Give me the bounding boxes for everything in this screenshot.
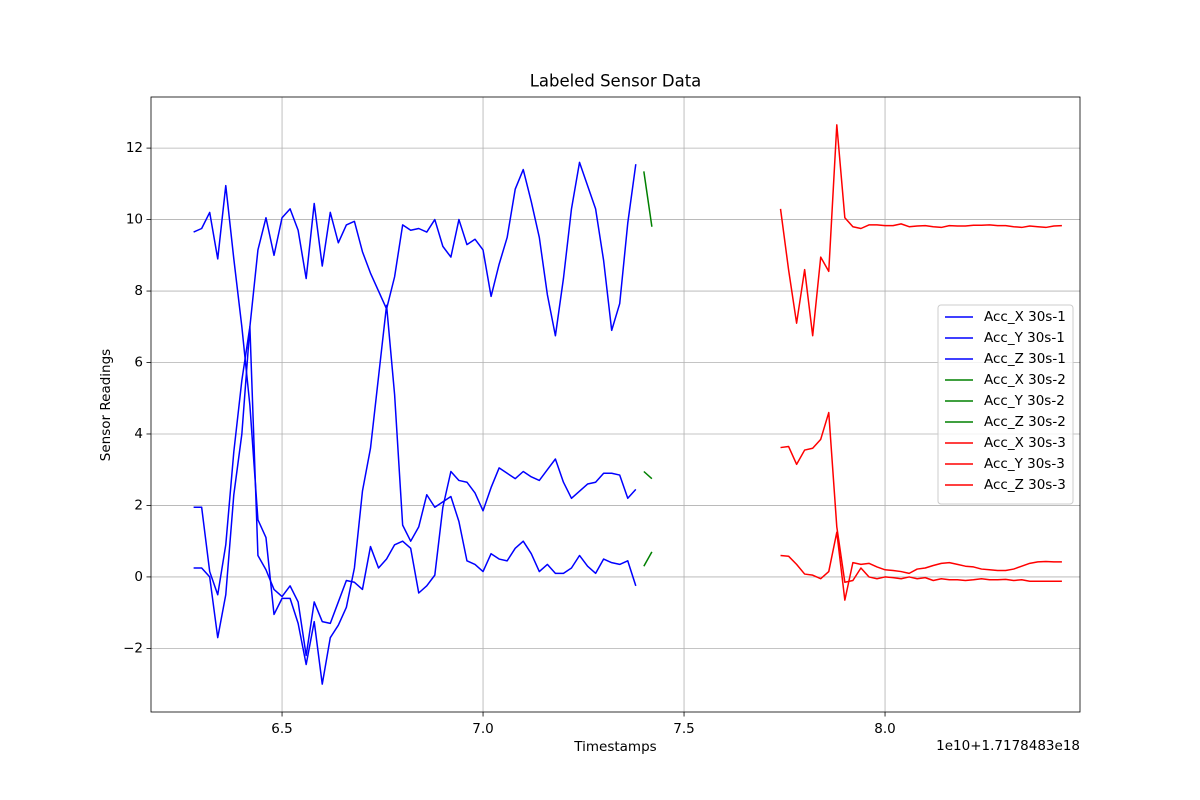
y-axis-label: Sensor Readings xyxy=(98,349,114,461)
legend-label: Acc_Y 30s-1 xyxy=(984,330,1065,346)
legend-label: Acc_X 30s-3 xyxy=(984,435,1066,451)
legend-box xyxy=(937,304,1074,505)
legend: Acc_X 30s-1 Acc_Y 30s-1 Acc_Z 30s-1 Acc_X 3… xyxy=(937,304,1074,505)
data-line xyxy=(779,124,1062,337)
legend-label: Acc_Z 30s-2 xyxy=(984,414,1066,430)
x-axis-label: Timestamps xyxy=(573,739,656,755)
y-tick-label: 8 xyxy=(134,283,143,299)
y-tick-label: −2 xyxy=(123,640,143,656)
y-tick-label: 2 xyxy=(134,497,143,513)
data-line xyxy=(193,326,637,657)
x-tick-label: 7.0 xyxy=(472,721,493,737)
legend-label: Acc_Z 30s-3 xyxy=(984,477,1066,493)
x-offset-label: 1e10+1.7178483e18 xyxy=(936,738,1080,754)
legend-label: Acc_X 30s-1 xyxy=(984,309,1066,325)
grid xyxy=(151,97,1080,712)
data-line xyxy=(780,531,1062,601)
y-tick-label: 4 xyxy=(134,426,143,442)
legend-label: Acc_Y 30s-2 xyxy=(984,393,1065,409)
y-tick-label: 10 xyxy=(126,212,143,228)
y-tick-label: 0 xyxy=(134,569,143,585)
data-line xyxy=(643,551,653,567)
y-tick-label: 6 xyxy=(134,355,143,371)
x-tick-label: 8.0 xyxy=(874,721,895,737)
data-line xyxy=(780,411,1062,584)
legend-label: Acc_Z 30s-1 xyxy=(984,351,1066,367)
plot-frame xyxy=(150,96,1081,713)
x-tick-label: 7.5 xyxy=(673,721,694,737)
legend-label: Acc_X 30s-2 xyxy=(984,372,1066,388)
data-line xyxy=(193,161,637,596)
lines xyxy=(193,124,1062,685)
chart-title: Labeled Sensor Data xyxy=(530,72,702,91)
x-tick-label: 6.5 xyxy=(271,721,292,737)
ticks: 6.5 7.0 7.5 8.0 −2 0 2 4 6 8 10 12 xyxy=(123,140,896,737)
y-tick-label: 12 xyxy=(126,140,143,156)
data-line xyxy=(643,171,653,227)
data-line xyxy=(643,470,653,480)
legend-label: Acc_Y 30s-3 xyxy=(984,456,1065,472)
data-line xyxy=(193,184,637,685)
